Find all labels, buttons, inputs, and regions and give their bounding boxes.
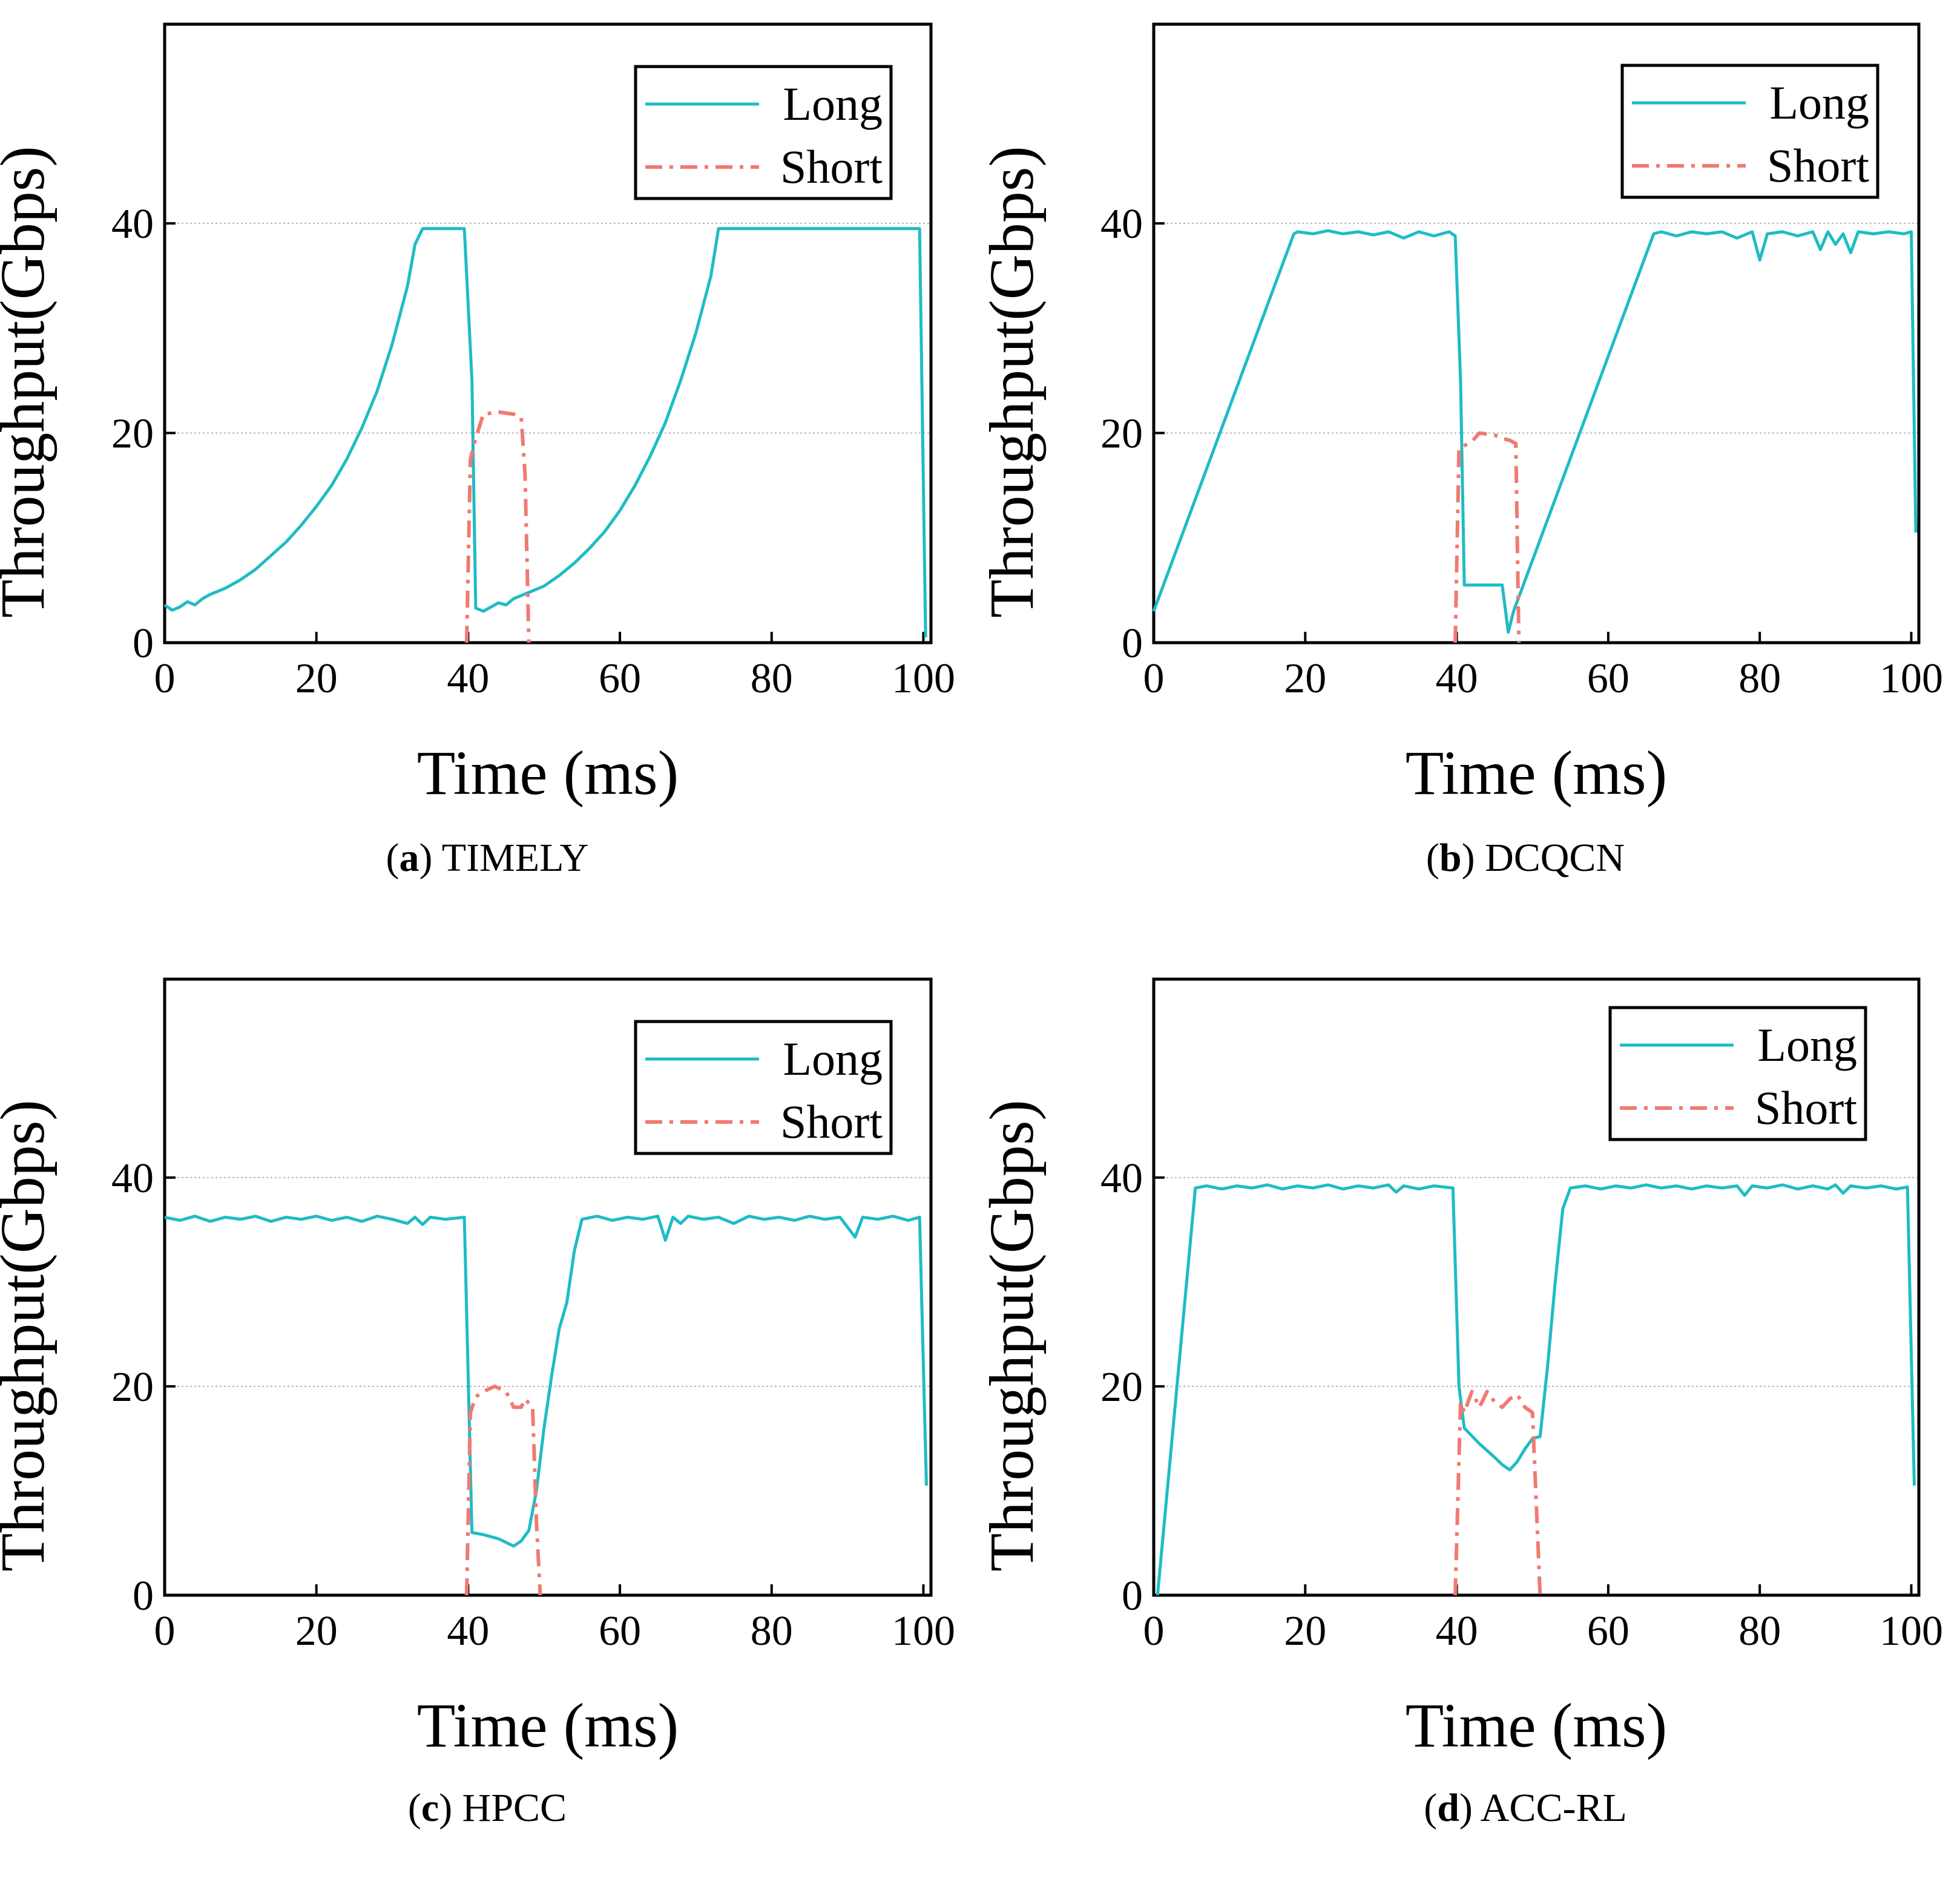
- plot-frame: [1152, 977, 1921, 1597]
- x-tick-label: 0: [1143, 1608, 1165, 1655]
- legend-box: [634, 1020, 893, 1155]
- series-line-short: [464, 1384, 542, 1596]
- y-tick-label: 20: [1100, 411, 1143, 458]
- y-tick-label: 0: [1122, 1573, 1143, 1619]
- x-tick-label: 20: [295, 655, 338, 702]
- x-tick-label: 100: [892, 1608, 955, 1655]
- y-tick-label: 20: [111, 1364, 154, 1411]
- x-tick-label: 40: [1436, 655, 1478, 702]
- chart-panel-b: 0 20 40 60 80 100 0 20 40 Time (ms) Throughput(Gbp…: [977, 22, 1943, 808]
- series-line-long: [1152, 229, 1918, 634]
- panel-caption-c: (c) HPCC: [407, 1786, 567, 1830]
- x-tick-label: 60: [599, 655, 641, 702]
- chart-panel-c: 0 20 40 60 80 100 0 20 40 Time (ms) Throughput(Gbp…: [0, 977, 955, 1760]
- x-tick-label: 60: [1587, 655, 1629, 702]
- x-tick-label: 0: [1143, 655, 1165, 702]
- y-axis-label: Throughput(Gbps): [0, 1100, 58, 1572]
- caption-letter: d: [1437, 1786, 1459, 1830]
- panel-caption-b: (b) DCQCN: [1426, 836, 1625, 880]
- y-axis-label: Throughput(Gbps): [977, 146, 1047, 618]
- y-tick-label: 20: [111, 411, 154, 458]
- x-tick-label: 80: [1738, 1608, 1781, 1655]
- x-tick-label: 40: [1436, 1608, 1478, 1655]
- legend: Long Short: [634, 1020, 893, 1155]
- y-axis-label: Throughput(Gbps): [0, 146, 58, 618]
- caption-name: HPCC: [462, 1786, 567, 1830]
- legend: Long Short: [1608, 1006, 1867, 1141]
- x-tick-label: 60: [599, 1608, 641, 1655]
- y-tick-label: 40: [111, 201, 154, 248]
- legend-label-short: Short: [1755, 1081, 1857, 1134]
- legend-box: [1620, 64, 1879, 199]
- x-axis-label: Time (ms): [417, 738, 679, 808]
- caption-name: ACC-RL: [1480, 1786, 1627, 1830]
- series-line-short: [464, 410, 531, 643]
- series-line-long: [1156, 1183, 1916, 1596]
- plot-frame: [163, 22, 933, 644]
- y-tick-label: 40: [111, 1155, 154, 1202]
- x-tick-label: 0: [154, 655, 176, 702]
- y-tick-label: 40: [1100, 1155, 1143, 1202]
- y-tick-label: 20: [1100, 1364, 1143, 1411]
- caption-name: TIMELY: [441, 836, 589, 880]
- legend-label-long: Long: [1757, 1018, 1857, 1071]
- x-tick-label: 40: [447, 655, 489, 702]
- panel-caption-d: (d) ACC-RL: [1424, 1786, 1627, 1830]
- legend-label-long: Long: [783, 1032, 883, 1085]
- x-tick-label: 80: [1738, 655, 1781, 702]
- x-tick-label: 40: [447, 1608, 489, 1655]
- x-tick-label: 100: [892, 655, 955, 702]
- legend-box: [1608, 1006, 1867, 1141]
- x-tick-label: 60: [1587, 1608, 1629, 1655]
- x-axis-label: Time (ms): [417, 1691, 679, 1760]
- legend-box: [634, 65, 893, 200]
- y-tick-label: 0: [1122, 620, 1143, 667]
- chart-panel-a: 0 20 40 60 80 100 0 20 40 Time (ms) Throughput(Gbp…: [0, 22, 955, 808]
- series-line-long: [163, 227, 927, 638]
- legend-label-long: Long: [1769, 76, 1869, 129]
- x-tick-label: 80: [751, 1608, 793, 1655]
- series-line-long: [164, 1215, 928, 1548]
- caption-name: DCQCN: [1485, 836, 1625, 880]
- x-tick-label: 80: [751, 655, 793, 702]
- x-tick-label: 100: [1879, 1608, 1943, 1655]
- legend-label-short: Short: [780, 1095, 883, 1148]
- panel-caption-a: (a) TIMELY: [386, 836, 589, 880]
- legend: Long Short: [634, 65, 893, 200]
- caption-letter: b: [1439, 836, 1462, 880]
- x-tick-label: 20: [1284, 1608, 1326, 1655]
- legend-label-long: Long: [783, 77, 883, 130]
- legend-label-short: Short: [780, 140, 883, 193]
- chart-panel-d: 0 20 40 60 80 100 0 20 40 Time (ms) Throughput(Gbp…: [977, 977, 1943, 1760]
- series-line-short: [1453, 1389, 1542, 1596]
- y-tick-label: 0: [133, 1573, 154, 1619]
- x-tick-label: 20: [1284, 655, 1326, 702]
- y-tick-label: 0: [133, 620, 154, 667]
- x-axis-label: Time (ms): [1406, 738, 1667, 808]
- x-tick-label: 20: [295, 1608, 338, 1655]
- x-axis-label: Time (ms): [1406, 1691, 1667, 1760]
- x-tick-label: 100: [1879, 655, 1943, 702]
- caption-letter: a: [399, 836, 419, 880]
- series-line-short: [1453, 431, 1521, 643]
- y-tick-label: 40: [1100, 201, 1143, 248]
- y-axis-label: Throughput(Gbps): [977, 1100, 1047, 1572]
- legend: Long Short: [1620, 64, 1879, 199]
- caption-letter: c: [421, 1786, 439, 1830]
- legend-label-short: Short: [1767, 139, 1869, 192]
- x-tick-label: 0: [154, 1608, 176, 1655]
- plot-frame: [1152, 22, 1921, 644]
- plot-frame: [163, 977, 933, 1597]
